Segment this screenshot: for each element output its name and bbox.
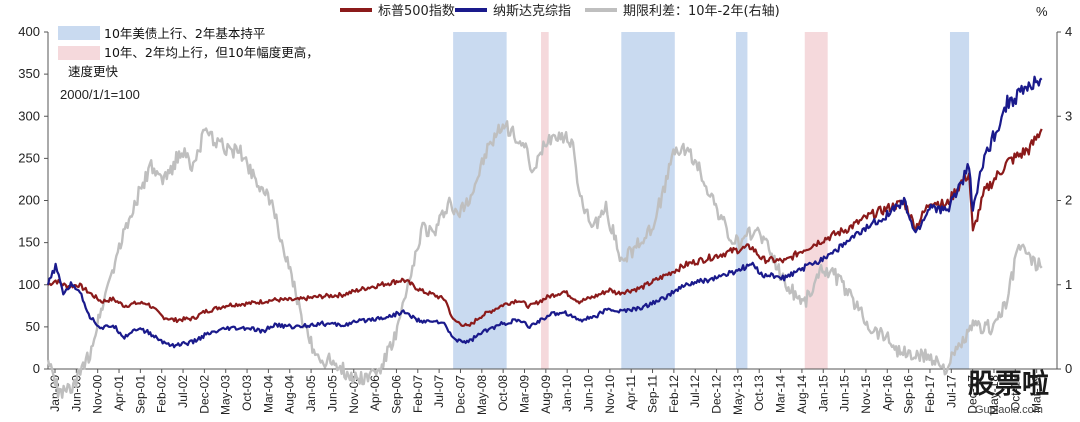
y-left-tick-label: 150 bbox=[18, 235, 40, 250]
y-left-tick-label: 400 bbox=[18, 24, 40, 39]
watermark-brand: 股票啦 bbox=[968, 368, 1049, 400]
x-tick-label: Apr-01 bbox=[112, 375, 126, 411]
x-tick-label: Jul-17 bbox=[944, 375, 958, 408]
band-legend-swatch-blue bbox=[58, 26, 100, 40]
x-tick-label: Oct-18 bbox=[1008, 375, 1022, 411]
x-tick-label: Oct-03 bbox=[240, 375, 254, 411]
x-tick-label: Feb-07 bbox=[411, 375, 425, 413]
y-right-tick-label: 2 bbox=[1065, 193, 1072, 208]
band-blue-5 bbox=[949, 32, 970, 369]
axes: 0 50 100 150 200 250 300 350 400 0 1 2 3 4 Jan-00 Jun-0… bbox=[18, 24, 1072, 415]
x-tick-label: Dec-12 bbox=[710, 375, 724, 414]
legend-label-nasdaq: 纳斯达克综指 bbox=[493, 4, 571, 19]
x-tick-label: Apr-16 bbox=[880, 375, 894, 411]
y-right-tick-label: 0 bbox=[1065, 361, 1072, 376]
band-legend-label-pink-1: 10年、2年均上行，但10年幅度更高， bbox=[104, 45, 319, 60]
x-tick-label: Apr-11 bbox=[624, 375, 638, 410]
y-left-tick-label: 250 bbox=[18, 150, 40, 165]
x-tick-label: Dec-02 bbox=[197, 375, 211, 414]
y-left-tick-label: 50 bbox=[26, 319, 40, 334]
x-tick-label: Jun-05 bbox=[325, 375, 339, 412]
x-tick-label: Feb-02 bbox=[155, 375, 169, 413]
x-tick-label: Oct-08 bbox=[496, 375, 510, 411]
x-tick-label: Sep-01 bbox=[133, 375, 147, 414]
x-tick-label: Nov-10 bbox=[603, 375, 617, 414]
x-tick-label: Jan-10 bbox=[560, 375, 574, 412]
x-tick-label: Jun-15 bbox=[838, 375, 852, 412]
x-tick-label: May-13 bbox=[731, 375, 745, 415]
x-tick-label: Dec-07 bbox=[453, 375, 467, 414]
x-tick-label: Mar-14 bbox=[774, 375, 788, 413]
base-note: 2000/1/1=100 bbox=[60, 87, 140, 102]
legend: 标普500指数 纳斯达克综指 期限利差：10年-2年(右轴) % bbox=[340, 4, 1048, 19]
x-tick-label: Sep-16 bbox=[902, 375, 916, 414]
band-legend-swatch-pink bbox=[58, 46, 100, 60]
x-tick-label: Apr-06 bbox=[368, 375, 382, 411]
band-pink-1 bbox=[541, 32, 549, 369]
x-tick-label: Sep-06 bbox=[389, 375, 403, 414]
x-tick-label: Sep-11 bbox=[646, 375, 660, 413]
series-line-spread bbox=[46, 120, 1043, 399]
y-left-tick-label: 300 bbox=[18, 108, 40, 123]
band-legend-label-blue: 10年美债上行、2年基本持平 bbox=[104, 26, 265, 41]
x-tick-label: Aug-14 bbox=[795, 375, 809, 414]
x-tick-label: Feb-17 bbox=[923, 375, 937, 413]
x-tick-label: Dec-17 bbox=[966, 375, 980, 414]
band-blue-3 bbox=[735, 32, 748, 369]
watermark-url: Gupiaola.com bbox=[975, 404, 1043, 416]
x-tick-label: Nov-15 bbox=[859, 375, 873, 414]
band-pink-4 bbox=[804, 32, 828, 369]
watermark: 股票啦 Gupiaola.com bbox=[968, 368, 1049, 416]
x-tick-label: Jul-12 bbox=[688, 375, 702, 408]
right-axis-unit: % bbox=[1036, 4, 1048, 19]
y-left-tick-label: 200 bbox=[18, 193, 40, 208]
x-tick-label: May-08 bbox=[475, 375, 489, 415]
x-tick-label: Jan-00 bbox=[48, 375, 62, 412]
x-tick-label: Jun-10 bbox=[582, 375, 596, 412]
x-tick-label: Aug-09 bbox=[539, 375, 553, 414]
x-tick-label: May-03 bbox=[219, 375, 233, 415]
x-tick-label: Aug-04 bbox=[283, 375, 297, 414]
x-tick-label: Mar-04 bbox=[261, 375, 275, 413]
x-tick-label: Feb-12 bbox=[667, 375, 681, 413]
x-tick-label: Nov-00 bbox=[91, 375, 105, 414]
band-legend-label-pink-2: 速度更快 bbox=[68, 64, 119, 79]
y-left-tick-label: 350 bbox=[18, 66, 40, 81]
legend-label-sp500: 标普500指数 bbox=[378, 4, 455, 19]
y-left-tick-label: 0 bbox=[33, 361, 40, 376]
shaded-periods bbox=[453, 32, 970, 369]
band-legend: 10年美债上行、2年基本持平 10年、2年均上行，但10年幅度更高， 速度更快 … bbox=[58, 26, 319, 102]
x-tick-label: Mar-09 bbox=[517, 375, 531, 413]
x-tick-label: Jul-07 bbox=[432, 375, 446, 408]
x-tick-label: Mar-19 bbox=[1030, 375, 1044, 413]
band-blue-0 bbox=[453, 32, 507, 369]
series-line-sp500 bbox=[47, 128, 1043, 327]
series-lines bbox=[46, 75, 1043, 399]
x-tick-label: Jan-05 bbox=[304, 375, 318, 412]
series-line-nasdaq bbox=[46, 75, 1043, 349]
y-left-tick-label: 100 bbox=[18, 277, 40, 292]
x-tick-label: Jul-02 bbox=[176, 375, 190, 408]
y-right-tick-label: 1 bbox=[1065, 277, 1072, 292]
y-right-tick-label: 4 bbox=[1065, 24, 1072, 39]
y-right-tick-label: 3 bbox=[1065, 108, 1072, 123]
x-tick-label: May-18 bbox=[987, 375, 1001, 415]
band-blue-2 bbox=[621, 32, 675, 369]
x-tick-label: Oct-13 bbox=[752, 375, 766, 411]
x-tick-label: Nov-05 bbox=[347, 375, 361, 414]
legend-label-spread: 期限利差：10年-2年(右轴) bbox=[623, 4, 780, 19]
x-tick-label: Jan-15 bbox=[816, 375, 830, 412]
